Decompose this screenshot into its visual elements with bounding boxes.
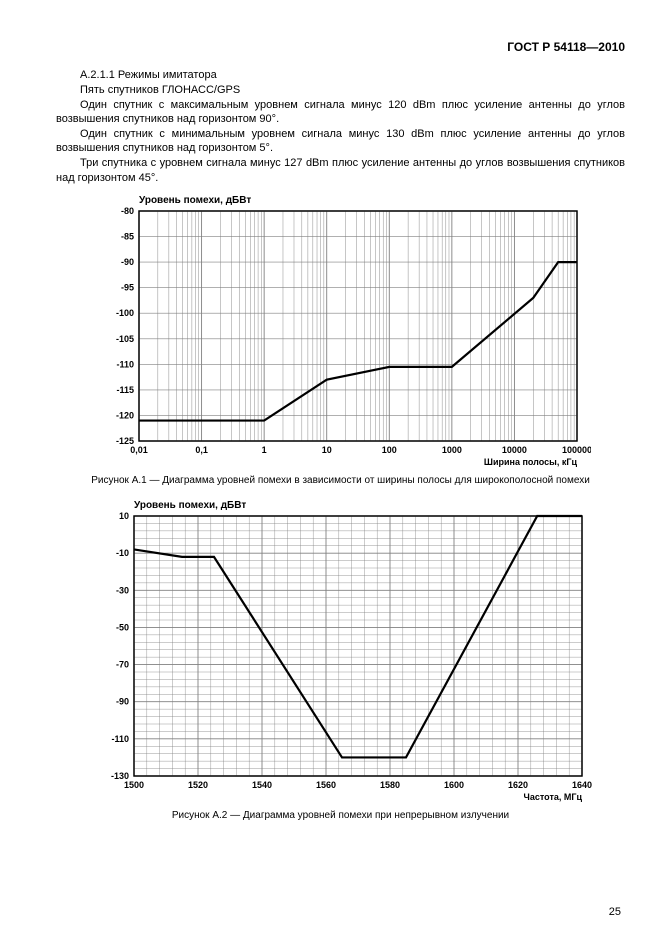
svg-text:-105: -105: [115, 333, 133, 343]
svg-text:1540: 1540: [251, 780, 271, 790]
svg-text:1000: 1000: [441, 445, 461, 455]
svg-text:100: 100: [381, 445, 396, 455]
chart-a2: Уровень помехи, дБВт-130-110-90-70-50-30…: [86, 496, 596, 806]
svg-text:Уровень помехи, дБВт: Уровень помехи, дБВт: [134, 500, 246, 511]
svg-text:1600: 1600: [443, 780, 463, 790]
page-number: 25: [609, 906, 621, 918]
chart-a1: Уровень помехи, дБВт-125-120-115-110-105…: [91, 191, 591, 471]
svg-text:100000: 100000: [561, 445, 590, 455]
body-line-4: Три спутника с уровнем сигнала минус 127…: [56, 156, 625, 184]
svg-text:-120: -120: [115, 410, 133, 420]
svg-text:-110: -110: [111, 733, 129, 743]
svg-text:1520: 1520: [187, 780, 207, 790]
caption-a1: Рисунок А.1 — Диаграмма уровней помехи в…: [56, 475, 625, 486]
svg-text:-50: -50: [115, 622, 128, 632]
body-line-2: Один спутник с максимальным уровнем сигн…: [56, 98, 625, 126]
svg-text:-90: -90: [120, 257, 133, 267]
svg-text:0,1: 0,1: [195, 445, 208, 455]
doc-number-header: ГОСТ Р 54118—2010: [56, 40, 625, 54]
section-number-line: А.2.1.1 Режимы имитатора: [56, 68, 625, 82]
svg-text:0,01: 0,01: [130, 445, 148, 455]
svg-text:Уровень помехи, дБВт: Уровень помехи, дБВт: [139, 195, 251, 206]
body-line-3: Один спутник с минимальным уровнем сигна…: [56, 127, 625, 155]
svg-text:1640: 1640: [571, 780, 591, 790]
svg-text:Частота, МГц: Частота, МГц: [523, 792, 582, 802]
svg-text:1580: 1580: [379, 780, 399, 790]
svg-text:1500: 1500: [123, 780, 143, 790]
svg-text:-95: -95: [120, 282, 133, 292]
svg-text:Ширина полосы, кГц: Ширина полосы, кГц: [483, 457, 577, 467]
svg-text:1620: 1620: [507, 780, 527, 790]
svg-text:-70: -70: [115, 659, 128, 669]
svg-text:-100: -100: [115, 308, 133, 318]
svg-text:-110: -110: [116, 359, 134, 369]
svg-text:10: 10: [321, 445, 331, 455]
svg-text:-80: -80: [120, 206, 133, 216]
body-line-1: Пять спутников ГЛОНАСС/GPS: [56, 83, 625, 97]
svg-text:10000: 10000: [501, 445, 526, 455]
svg-text:10: 10: [118, 511, 128, 521]
svg-text:-90: -90: [115, 696, 128, 706]
document-page: ГОСТ Р 54118—2010 А.2.1.1 Режимы имитато…: [0, 0, 661, 936]
svg-text:-85: -85: [120, 231, 133, 241]
svg-text:-115: -115: [116, 385, 134, 395]
svg-text:1560: 1560: [315, 780, 335, 790]
svg-text:-10: -10: [115, 548, 128, 558]
caption-a2: Рисунок А.2 — Диаграмма уровней помехи п…: [56, 810, 625, 821]
svg-text:-30: -30: [115, 585, 128, 595]
svg-text:1: 1: [261, 445, 266, 455]
